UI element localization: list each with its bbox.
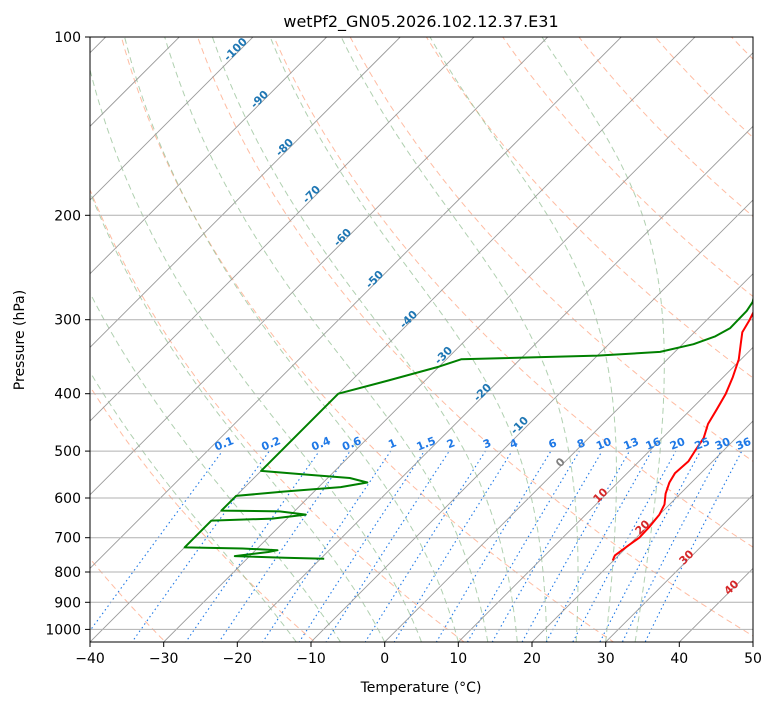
isotherm-line	[384, 273, 753, 642]
y-axis-label: Pressure (hPa)	[12, 290, 28, 390]
x-tick-label: 50	[744, 651, 762, 667]
isotherm-line	[90, 37, 254, 201]
moist-adiabat-line	[90, 370, 297, 642]
x-tick-label: −20	[223, 651, 253, 667]
dry-adiabat-line	[349, 37, 753, 462]
dry-adiabat-line	[90, 385, 316, 642]
mixing-ratio-label: 1	[386, 436, 398, 451]
y-tick-label: 600	[54, 491, 81, 507]
y-tick-label: 100	[54, 30, 81, 46]
y-tick-label: 400	[54, 387, 81, 403]
isotherm-line	[90, 37, 475, 422]
x-tick-label: 30	[597, 651, 615, 667]
x-tick-label: −10	[296, 651, 326, 667]
moist-adiabat-line	[429, 37, 617, 642]
moist-adiabat-line	[211, 37, 518, 642]
plot-frame	[89, 36, 754, 643]
y-axis: 1000 900 800 700 600 500 400 300 200 100	[45, 30, 90, 638]
y-tick-label: 500	[54, 444, 81, 460]
isotherm-line	[90, 37, 549, 496]
dry-adiabat-line	[90, 188, 465, 642]
isotherm-line	[90, 37, 696, 642]
x-tick-label: −30	[149, 651, 179, 667]
dewpoint-line	[183, 295, 753, 560]
mixing-ratio-label: 8	[575, 436, 587, 451]
dry-adiabat-line	[273, 37, 753, 548]
x-axis: −40 −30 −20 −10 0 10 20 30 40 50	[75, 642, 762, 667]
moist-adiabat-line	[90, 292, 341, 642]
x-tick-label: −40	[75, 651, 105, 667]
x-tick-label: 20	[523, 651, 541, 667]
isotherm-line	[90, 37, 328, 275]
isotherm-line	[605, 494, 753, 642]
mixing-ratio-label: 20	[668, 435, 687, 453]
chart-title: wetPf2_GN05.2026.102.12.37.E31	[283, 12, 558, 32]
y-tick-label: 1000	[45, 622, 81, 638]
x-axis-label: Temperature (°C)	[360, 680, 482, 696]
isotherm-line	[90, 37, 401, 348]
isotherm-line	[236, 125, 753, 642]
x-tick-label: 40	[670, 651, 688, 667]
x-tick-label: 10	[449, 651, 467, 667]
isotherm-line	[457, 346, 753, 642]
profile-lines	[183, 295, 753, 561]
isotherm-line	[310, 199, 753, 642]
y-tick-label: 200	[54, 208, 81, 224]
moist-adiabat-line	[340, 37, 579, 642]
x-tick-label: 0	[380, 651, 389, 667]
mixing-ratio-label: 30	[713, 435, 732, 453]
y-tick-label: 700	[54, 531, 81, 547]
mixing-ratio-label: 2	[445, 436, 457, 451]
y-tick-label: 300	[54, 313, 81, 329]
grid-lines	[90, 37, 753, 642]
mixing-ratio-label: 25	[693, 435, 712, 453]
mixing-ratio-label: 16	[644, 435, 663, 453]
y-tick-label: 900	[54, 595, 81, 611]
y-tick-label: 800	[54, 565, 81, 581]
moist-adiabat-line	[164, 37, 489, 642]
temperature-line	[611, 310, 753, 561]
dry-adiabat-line	[425, 37, 753, 379]
moist-adiabat-line	[541, 37, 665, 642]
mixing-ratio-label: 13	[622, 435, 641, 453]
dry-adiabat-line	[197, 37, 753, 637]
mixing-ratio-label: 36	[734, 435, 753, 453]
moist-adiabat-line	[124, 37, 459, 642]
mixing-ratio-label: 3	[481, 436, 493, 451]
moist-adiabat-line	[90, 190, 386, 642]
moist-adiabat-line	[269, 37, 548, 642]
dry-adiabat-line	[120, 37, 615, 642]
mixing-ratio-label: 10	[594, 435, 613, 453]
isotherm-line	[90, 37, 622, 570]
